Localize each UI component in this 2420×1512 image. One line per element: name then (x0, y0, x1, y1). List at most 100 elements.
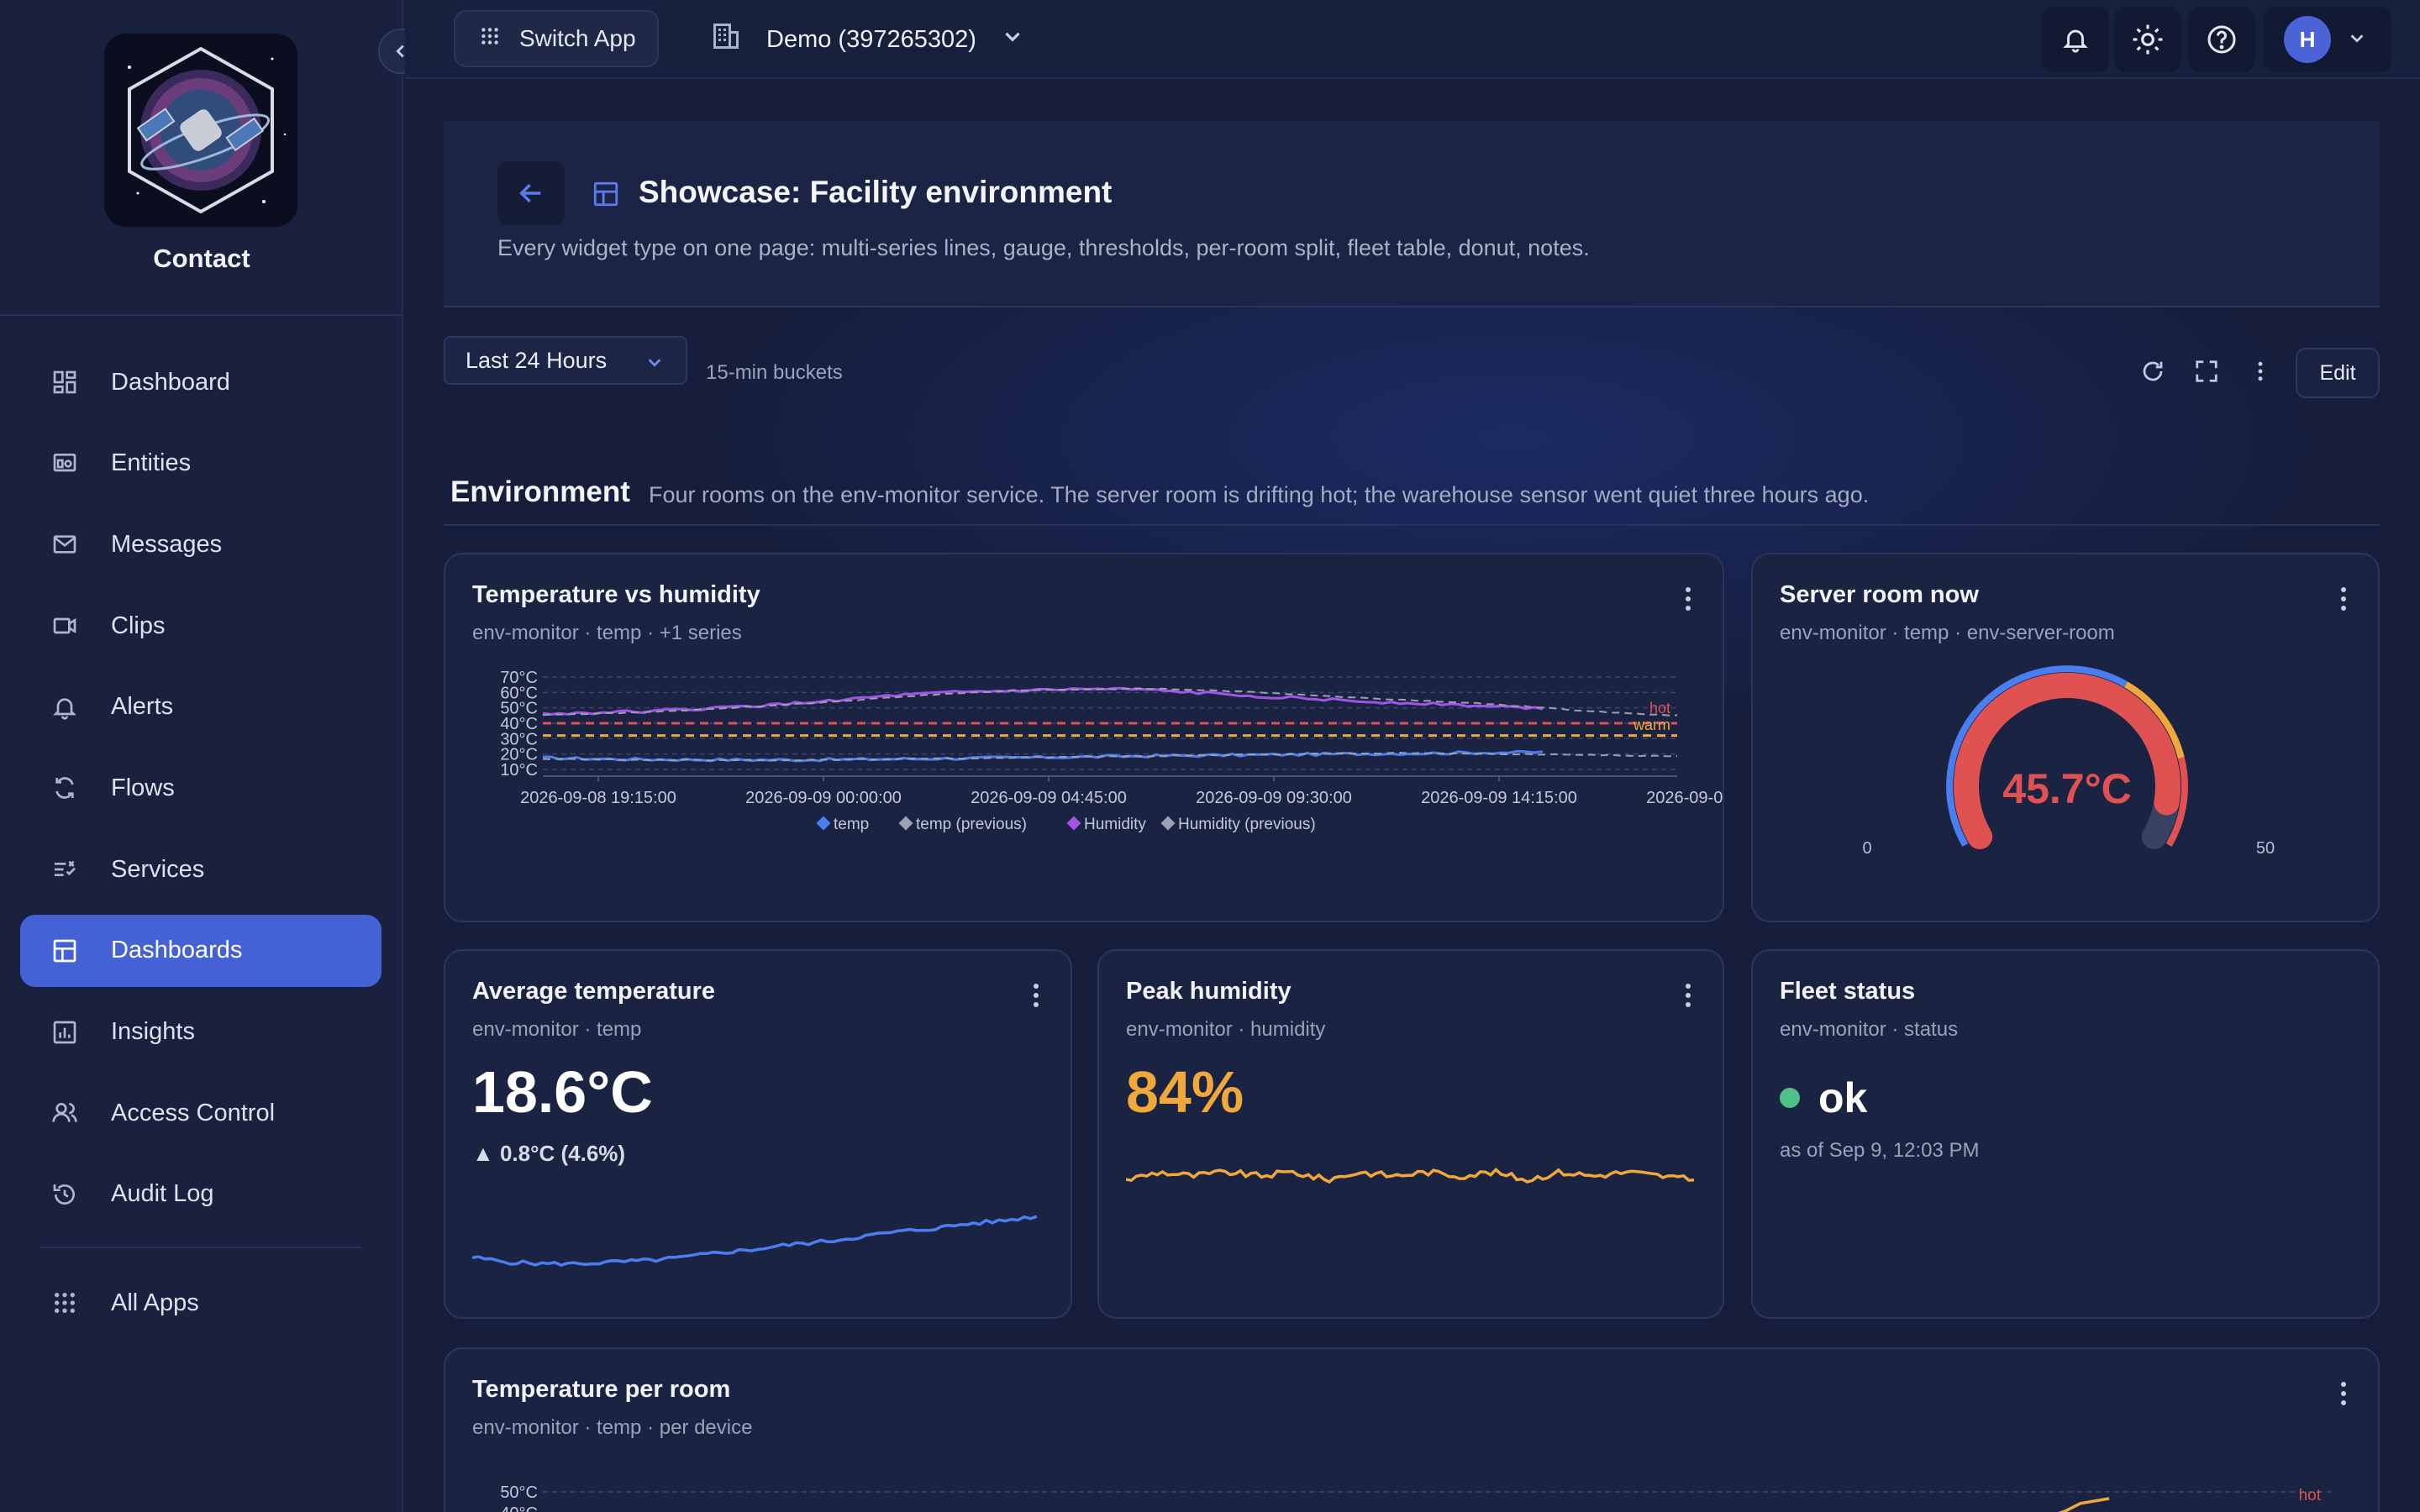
insights-icon (50, 1018, 79, 1047)
section-divider (444, 524, 2380, 526)
sidebar: Contact Dashboard Entities Messages Clip… (0, 0, 403, 1512)
kebab-icon (1686, 587, 1691, 611)
status-value: ok (1818, 1074, 1868, 1121)
sidebar-item-access-control[interactable]: Access Control (20, 1077, 381, 1149)
users-icon (50, 1099, 79, 1127)
x-tick-label: 2026-09-09 00:00:00 (745, 789, 902, 807)
notifications-button[interactable] (2042, 7, 2109, 72)
fullscreen-button[interactable] (2191, 356, 2222, 386)
page-title: Showcase: Facility environment (639, 175, 1113, 209)
sidebar-item-entities[interactable]: Entities (20, 428, 381, 500)
sidebar-item-dashboard[interactable]: Dashboard (20, 346, 381, 418)
switch-app-label: Switch App (519, 25, 636, 51)
building-icon (711, 21, 741, 58)
time-range-value: Last 24 Hours (466, 347, 608, 373)
gauge-max-label: 50 (2256, 839, 2275, 858)
help-icon (2207, 25, 2236, 54)
sidebar-divider (40, 1247, 361, 1248)
sidebar-item-flows[interactable]: Flows (20, 752, 381, 824)
switch-app-button[interactable]: Switch App (454, 10, 659, 67)
legend-marker (1066, 816, 1081, 831)
legend-label: Humidity (previous) (1178, 816, 1316, 833)
sidebar-item-insights[interactable]: Insights (20, 996, 381, 1068)
sidebar-item-label: Access Control (111, 1099, 276, 1126)
y-tick-label: 20°C (500, 746, 538, 764)
section-title: Environment (450, 475, 630, 508)
status-timestamp: as of Sep 9, 12:03 PM (1780, 1139, 1980, 1162)
sidebar-item-label: Alerts (111, 693, 174, 721)
bell-icon (50, 693, 79, 722)
kebab-icon (2341, 587, 2346, 611)
theme-toggle-button[interactable] (2114, 7, 2181, 72)
avg-temp-sparkline (472, 1215, 1038, 1268)
stat-value: 18.6°C (472, 1059, 653, 1125)
sidebar-item-audit-log[interactable]: Audit Log (20, 1158, 381, 1231)
threshold-label: hot (2299, 1487, 2322, 1504)
card-menu-button[interactable] (2336, 585, 2351, 613)
card-subtitle: env-monitor · temp · +1 series (472, 622, 742, 644)
avatar: H (2284, 16, 2331, 63)
kebab-icon (1034, 984, 1039, 1007)
card-menu-button[interactable] (1028, 981, 1044, 1010)
series-line (2058, 1497, 2110, 1512)
more-options-button[interactable] (2245, 356, 2275, 386)
card-menu-button[interactable] (1681, 981, 1696, 1010)
user-menu-button[interactable]: H (2264, 7, 2391, 72)
back-button[interactable] (497, 161, 565, 225)
dashboard-icon (50, 368, 79, 396)
refresh-button[interactable] (2138, 356, 2168, 386)
y-tick-label: 60°C (500, 684, 538, 702)
chevron-down-icon (2348, 29, 2366, 51)
gauge-band-warm (2123, 681, 2185, 759)
history-icon (50, 1180, 79, 1209)
kebab-icon (2258, 361, 2263, 381)
card-fleet-status: Fleet status env-monitor · status ok as … (1751, 949, 2380, 1319)
peak-humidity-sparkline (1126, 1167, 1695, 1184)
x-tick-label: 2026-09-09 14:15:00 (1421, 789, 1577, 807)
legend-label: Humidity (1084, 816, 1146, 833)
series-line (542, 752, 1678, 762)
sidebar-item-services[interactable]: Services (20, 833, 381, 906)
sidebar-item-label: Flows (111, 774, 175, 801)
sidebar-footer: All Apps (20, 1267, 381, 1348)
card-subtitle: env-monitor · temp (472, 1018, 642, 1041)
sidebar-item-label: Insights (111, 1018, 195, 1045)
page-description: Every widget type on one page: multi-ser… (497, 235, 1590, 260)
dashboards-icon (50, 937, 79, 965)
gauge-band-hot (2165, 757, 2188, 847)
card-title: Server room now (1780, 581, 1979, 608)
org-label: Demo (397265302) (766, 25, 976, 53)
section-description: Four rooms on the env-monitor service. T… (649, 482, 1870, 507)
card-menu-button[interactable] (1681, 585, 1696, 613)
gauge-value: 45.7°C (2002, 765, 2131, 812)
x-tick-label: 2026-09-08 19:15:00 (520, 789, 676, 807)
page-header: Showcase: Facility environment Every wid… (444, 121, 2380, 307)
dashboards-icon (592, 180, 620, 213)
sidebar-item-all-apps[interactable]: All Apps (20, 1267, 381, 1339)
time-range-select[interactable]: Last 24 Hours (444, 336, 687, 385)
gauge-band-cool (1946, 665, 2128, 847)
y-tick-label: 50°C (500, 700, 538, 718)
org-logo[interactable] (104, 34, 297, 227)
help-button[interactable] (2188, 7, 2255, 72)
legend-label: temp (834, 816, 869, 833)
sidebar-item-messages[interactable]: Messages (20, 508, 381, 580)
gauge-value-arc (1954, 672, 2181, 849)
series-line (542, 686, 1544, 717)
card-title: Temperature vs humidity (472, 581, 760, 608)
threshold-label: warm (1633, 717, 1670, 733)
sidebar-item-label: All Apps (111, 1289, 199, 1316)
sidebar-item-clips[interactable]: Clips (20, 590, 381, 662)
legend-marker (898, 816, 913, 831)
org-selector[interactable]: Demo (397265302) (711, 17, 1023, 62)
sidebar-item-dashboards[interactable]: Dashboards (20, 914, 381, 987)
y-tick-label: 40°C (500, 715, 538, 733)
legend-marker (816, 816, 831, 831)
sidebar-item-alerts[interactable]: Alerts (20, 671, 381, 743)
edit-button[interactable]: Edit (2296, 348, 2380, 398)
y-tick-label: 30°C (500, 730, 538, 748)
sidebar-item-label: Dashboards (111, 937, 243, 964)
arrow-left-icon (519, 183, 541, 203)
card-menu-button[interactable] (2336, 1379, 2351, 1408)
grid-icon (50, 1289, 79, 1317)
